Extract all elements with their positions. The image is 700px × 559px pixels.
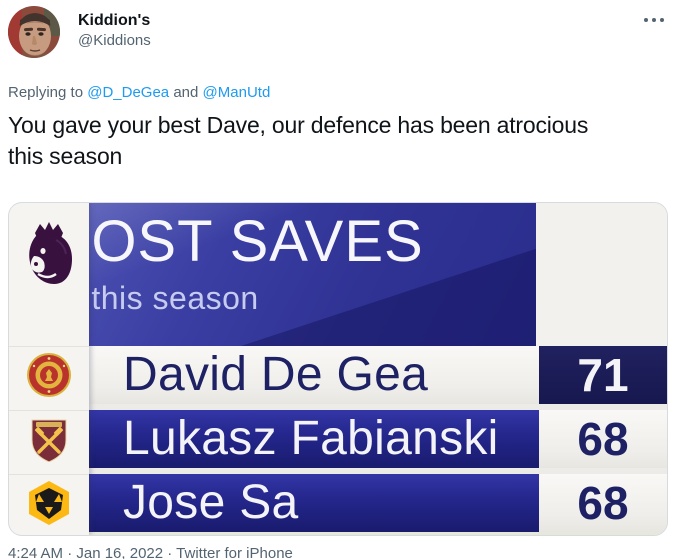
graphic-bottom-strip [89,532,667,535]
table-row: Jose Sa 68 [89,474,667,532]
row-divider [89,468,667,474]
badge-column [9,203,89,535]
graphic-header [89,203,536,346]
replying-conjunction: and [169,84,203,101]
west-ham-badge [31,419,67,462]
display-name[interactable]: Kiddion's [78,12,151,29]
reply-mention-manutd[interactable]: @ManUtd [202,84,271,101]
saves-value: 68 [577,413,629,465]
tweet-media-card[interactable]: MOST SAVES PL this season David De Gea 7… [8,202,668,536]
tweet-timestamp: 4:24 AM · Jan 16, 2022 · Twitter for iPh… [8,545,293,559]
player-name-cell: Jose Sa [89,474,539,532]
player-name: David De Gea [123,348,429,401]
player-name: Lukasz Fabianski [123,412,499,465]
saves-value-cell: 71 [539,346,667,404]
man-utd-badge [27,353,71,397]
player-name-cell: David De Gea [89,346,539,404]
avatar[interactable] [8,6,60,58]
saves-value-cell: 68 [539,474,667,532]
avatar-image [8,6,60,58]
saves-value: 71 [577,349,629,401]
user-handle[interactable]: @Kiddions [78,32,151,49]
more-icon[interactable] [640,14,668,26]
table-row: David De Gea 71 [89,346,667,404]
tweet-text: You gave your best Dave, our defence has… [8,112,589,169]
table-row: Lukasz Fabianski 68 [89,410,667,468]
graphic-header-spacer [536,203,667,346]
player-name-cell: Lukasz Fabianski [89,410,539,468]
wolves-badge [29,481,69,525]
replying-prefix: Replying to [8,84,88,101]
graphic-title: MOST SAVES [42,209,424,274]
user-name-block: Kiddion's @Kiddions [78,11,151,51]
reply-mention-degea[interactable]: @D_DeGea [87,84,170,101]
player-name: Jose Sa [123,476,299,529]
saves-value-cell: 68 [539,410,667,468]
row-divider [89,404,667,410]
replying-line: Replying to @D_DeGea and @ManUtd [8,84,270,101]
premier-league-logo [29,222,72,284]
saves-value: 68 [577,477,629,529]
